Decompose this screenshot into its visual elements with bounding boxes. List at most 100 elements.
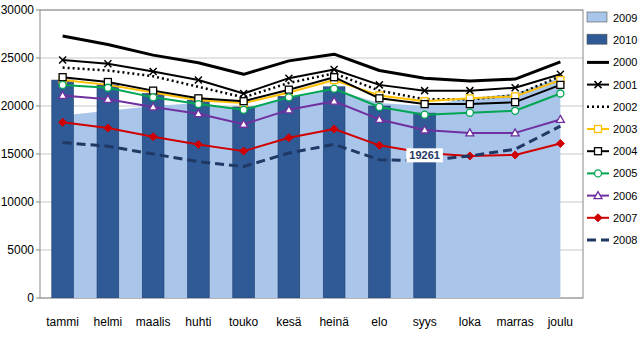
- marker: [331, 85, 338, 92]
- marker: [194, 140, 202, 148]
- data-label: 19261: [409, 149, 440, 161]
- legend-marker: [594, 214, 602, 222]
- area: [63, 77, 561, 298]
- tick-mark: [36, 250, 40, 251]
- tick-mark: [36, 298, 40, 299]
- legend-marker: [595, 81, 602, 88]
- marker: [285, 94, 292, 101]
- marker: [557, 81, 564, 88]
- plot-area: [52, 36, 565, 298]
- labels: 19261: [406, 148, 443, 162]
- x-tick-label: touko: [229, 315, 259, 329]
- bar: [369, 106, 391, 298]
- tick-mark: [36, 58, 40, 59]
- marker: [512, 107, 519, 114]
- marker: [466, 109, 473, 116]
- marker: [557, 90, 564, 97]
- y-tick-label: 10000: [1, 195, 35, 209]
- marker: [376, 81, 383, 88]
- legend-label: 2002: [613, 101, 637, 113]
- line: [63, 85, 561, 115]
- marker: [240, 147, 248, 155]
- chart: 050001000015000200002500030000tammihelmi…: [0, 0, 641, 339]
- x-tick-label: heinä: [319, 315, 349, 329]
- marker: [104, 124, 112, 132]
- line: [63, 95, 561, 132]
- legend-swatch: [587, 106, 609, 109]
- x-tick-label: tammi: [46, 315, 79, 329]
- legend-marker: [594, 192, 602, 199]
- legend-label: 2000: [613, 56, 637, 68]
- legend-label: 2005: [613, 167, 637, 179]
- marker: [59, 74, 66, 81]
- bar: [52, 80, 74, 298]
- marker: [376, 95, 383, 102]
- marker: [149, 133, 157, 141]
- marker: [512, 99, 519, 106]
- marker: [330, 125, 338, 133]
- marker: [195, 77, 202, 84]
- x-tick-label: loka: [459, 315, 481, 329]
- plot-frame: [40, 10, 583, 298]
- y-tick-label: 30000: [1, 3, 35, 17]
- bar: [323, 87, 345, 298]
- legend-label: 2006: [613, 190, 637, 202]
- marker: [59, 118, 67, 126]
- marker: [330, 97, 338, 104]
- line: [63, 77, 561, 104]
- x-tick-label: huhti: [185, 315, 211, 329]
- marker: [421, 111, 428, 118]
- data-label-box: [406, 148, 443, 162]
- marker: [59, 91, 67, 98]
- x-tick-label: elo: [371, 315, 387, 329]
- marker: [376, 103, 383, 110]
- y-tick-label: 5000: [7, 243, 34, 257]
- marker: [150, 68, 157, 75]
- line: [63, 126, 561, 166]
- marker: [375, 115, 383, 122]
- legend-swatch: [587, 239, 609, 242]
- marker: [285, 106, 293, 113]
- tick-mark: [36, 202, 40, 203]
- legend-label: 2009: [613, 12, 637, 24]
- x-tick-label: kesä: [276, 315, 302, 329]
- marker: [556, 115, 564, 122]
- marker: [512, 84, 519, 91]
- marker: [104, 95, 112, 102]
- legend-label: 2010: [613, 34, 637, 46]
- legend-label: 2008: [613, 234, 637, 246]
- marker: [240, 98, 247, 105]
- marker: [421, 87, 428, 94]
- x-tick-label: helmi: [94, 315, 123, 329]
- y-tick-label: 20000: [1, 99, 35, 113]
- marker: [556, 139, 564, 147]
- y-tick-label: 0: [27, 291, 34, 305]
- legend: 2009201020002001200220032004200520062007…: [587, 12, 637, 246]
- y-tick-label: 25000: [1, 51, 35, 65]
- marker: [195, 101, 202, 108]
- marker: [104, 60, 111, 67]
- bar: [233, 107, 255, 298]
- marker: [150, 94, 157, 101]
- legend-swatch: [587, 12, 607, 22]
- marker: [59, 56, 66, 63]
- marker: [285, 86, 292, 93]
- tick-mark: [36, 10, 40, 11]
- marker: [421, 101, 428, 108]
- bar: [414, 113, 436, 298]
- legend-marker: [595, 148, 602, 155]
- legend-label: 2007: [613, 212, 637, 224]
- marker: [421, 126, 429, 133]
- legend-marker: [595, 170, 602, 177]
- marker: [511, 129, 519, 136]
- marker: [466, 87, 473, 94]
- x-tick-label: maalis: [136, 315, 171, 329]
- bar: [188, 100, 210, 298]
- marker: [150, 87, 157, 94]
- marker: [375, 141, 383, 149]
- marker: [466, 101, 473, 108]
- legend-label: 2003: [613, 123, 637, 135]
- marker: [240, 120, 248, 127]
- tick-mark: [36, 154, 40, 155]
- marker: [331, 66, 338, 73]
